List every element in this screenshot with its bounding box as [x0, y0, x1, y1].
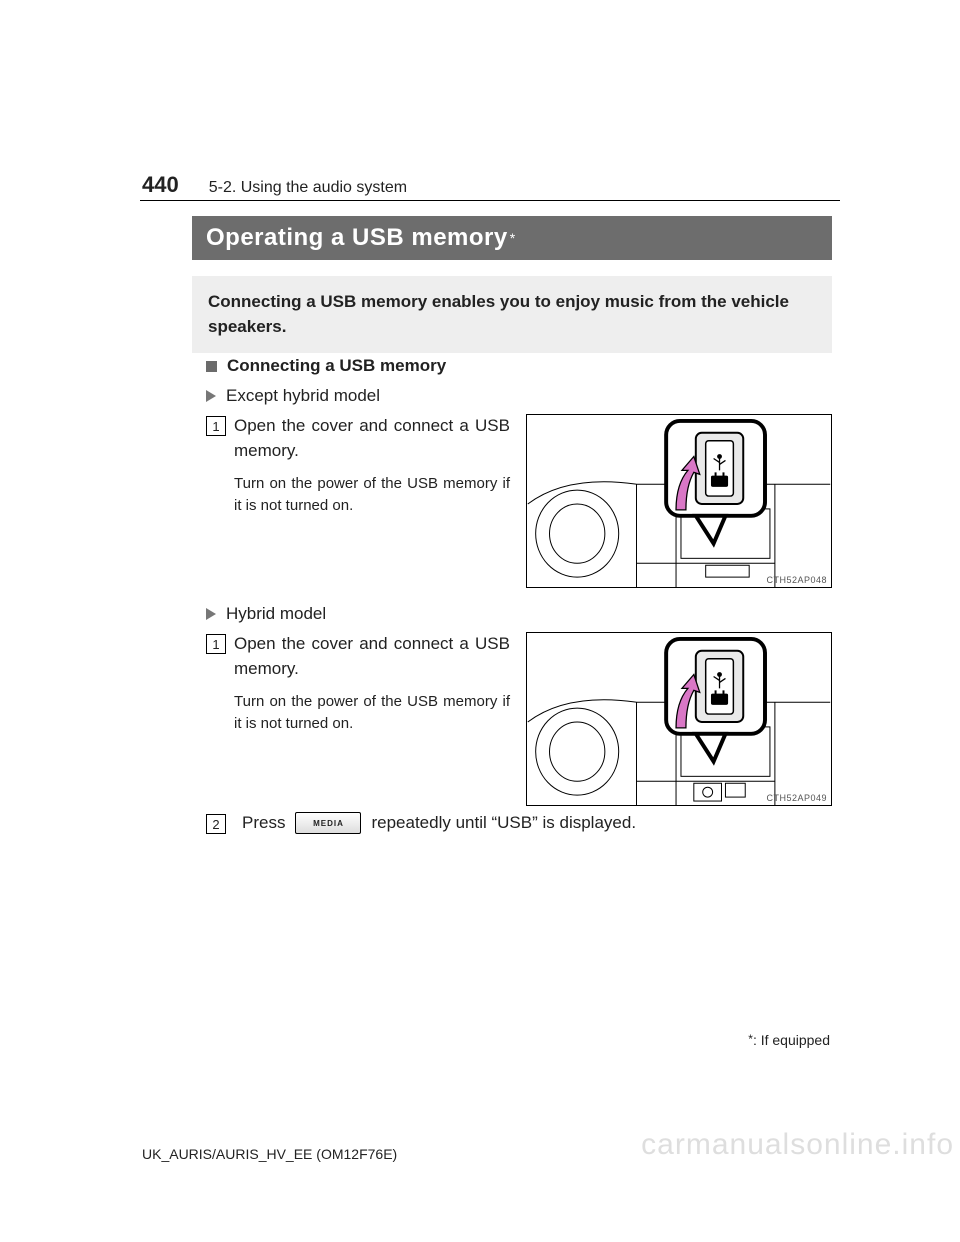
square-bullet-icon: [206, 361, 217, 372]
lede-text: Connecting a USB memory enables you to e…: [208, 292, 789, 336]
step-2-row: 2 Press MEDIA repeatedly until “USB” is …: [206, 812, 832, 834]
variant-b-row: Hybrid model: [206, 604, 832, 624]
page-title: Operating a USB memory: [206, 224, 508, 252]
variant-b-label: Hybrid model: [226, 604, 326, 624]
page-number: 440: [142, 172, 179, 198]
dashboard-sketch-a: [527, 415, 831, 587]
variant-a-label: Except hybrid model: [226, 386, 380, 406]
variant-b-img-code: CTH52AP049: [766, 793, 827, 803]
title-asterisk: *: [510, 230, 516, 246]
triangle-bullet-icon: [206, 390, 216, 402]
doc-code: UK_AURIS/AURIS_HV_EE (OM12F76E): [142, 1146, 397, 1162]
step2-post: repeatedly until “USB” is displayed.: [371, 813, 636, 833]
step2-pre: Press: [242, 813, 285, 833]
dashboard-sketch-b: [527, 633, 831, 805]
variant-b-step: 1 Open the cover and connect a USB memor…: [206, 632, 832, 806]
breadcrumb: 5-2. Using the audio system: [209, 179, 407, 197]
page-title-bar: Operating a USB memory*: [192, 216, 832, 260]
section-heading: Connecting a USB memory: [227, 356, 446, 376]
variant-a-illustration: CTH52AP048: [526, 414, 832, 588]
step-number-box: 1: [206, 634, 226, 654]
variant-a-row: Except hybrid model: [206, 386, 832, 406]
variant-a-img-code: CTH52AP048: [766, 575, 827, 585]
footnote: *: If equipped: [748, 1032, 830, 1048]
variant-b-step-title: Open the cover and connect a USB memory.: [234, 632, 510, 681]
variant-a-step-note: Turn on the power of the USB memory if i…: [234, 473, 510, 517]
section-heading-row: Connecting a USB memory: [206, 356, 832, 376]
lede-box: Connecting a USB memory enables you to e…: [192, 276, 832, 353]
media-button-icon: MEDIA: [295, 812, 361, 834]
watermark: carmanualsonline.info: [641, 1128, 954, 1162]
step-number-box: 1: [206, 416, 226, 436]
variant-a-step: 1 Open the cover and connect a USB memor…: [206, 414, 832, 588]
step-number-box: 2: [206, 814, 226, 834]
variant-b-step-note: Turn on the power of the USB memory if i…: [234, 691, 510, 735]
footnote-text: : If equipped: [753, 1032, 830, 1048]
variant-b-illustration: CTH52AP049: [526, 632, 832, 806]
triangle-bullet-icon: [206, 608, 216, 620]
variant-a-step-title: Open the cover and connect a USB memory.: [234, 414, 510, 463]
header-rule: [140, 200, 840, 201]
